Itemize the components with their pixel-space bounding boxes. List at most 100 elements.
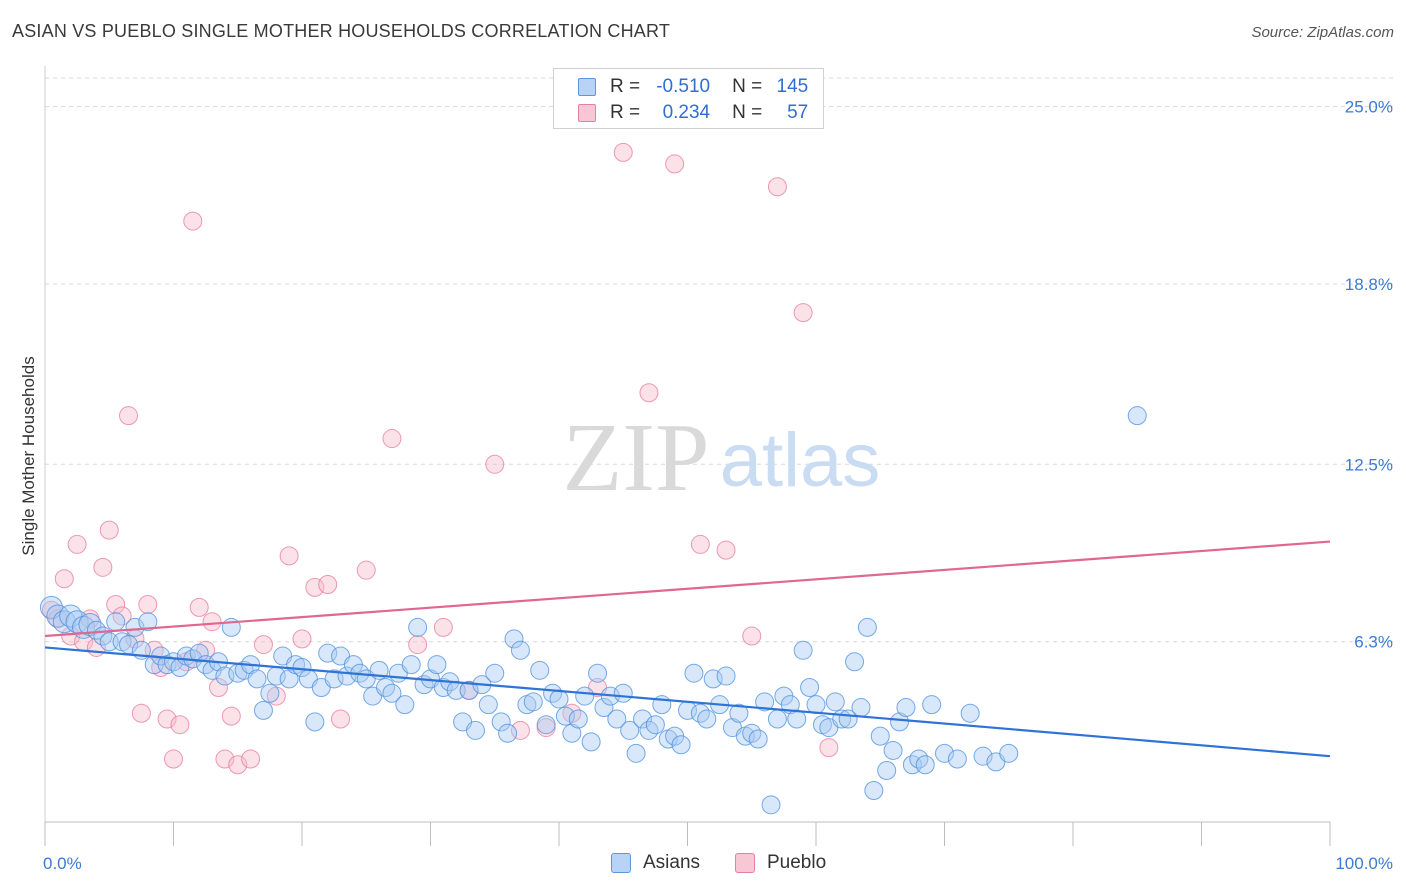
asian-point xyxy=(536,715,556,735)
pueblo-point xyxy=(819,738,839,758)
pueblo-point xyxy=(408,635,428,655)
pueblo-points xyxy=(41,142,839,775)
asian-point xyxy=(408,617,428,637)
asian-trend-line xyxy=(44,646,1331,758)
pueblo-point xyxy=(639,383,659,403)
asian-point xyxy=(915,755,935,775)
asian-point xyxy=(633,709,653,729)
asian-point xyxy=(626,743,646,763)
asian-point xyxy=(125,617,145,637)
asian-point xyxy=(645,715,665,735)
asian-point xyxy=(530,660,550,680)
y-axis-label: Single Mother Households xyxy=(19,356,38,556)
asian-point xyxy=(748,729,768,749)
asian-point xyxy=(800,678,820,698)
asian-point xyxy=(478,695,498,715)
asian-point xyxy=(189,643,209,663)
pueblo-point xyxy=(356,560,376,580)
asian-point xyxy=(620,720,640,740)
asian-point xyxy=(562,723,582,743)
asians-swatch xyxy=(578,78,596,96)
pueblo-point xyxy=(767,177,787,197)
pueblo-point xyxy=(665,154,685,174)
asian-point xyxy=(575,686,595,706)
asian-point xyxy=(960,703,980,723)
n-label: N = xyxy=(732,76,763,97)
pueblo-point xyxy=(215,749,235,769)
pueblo-point xyxy=(318,574,338,594)
pueblo-point xyxy=(716,540,736,560)
trend-lines xyxy=(44,540,1331,758)
pueblo-point xyxy=(241,749,261,769)
asian-point xyxy=(883,740,903,760)
axes xyxy=(44,66,1331,846)
pueblo-point xyxy=(485,454,505,474)
legend-row-asians: R = -0.510 N = 145 xyxy=(578,75,808,99)
asian-point xyxy=(851,698,871,718)
asian-point xyxy=(498,723,518,743)
r-label: R = xyxy=(610,76,641,97)
pueblo-point xyxy=(613,142,633,162)
pueblo-point xyxy=(331,709,351,729)
asian-point xyxy=(260,683,280,703)
r-value: 0.234 xyxy=(662,102,711,123)
source-label: Source: ZipAtlas.com xyxy=(1251,24,1394,41)
asian-point xyxy=(864,781,884,801)
asian-point xyxy=(382,683,402,703)
asian-point xyxy=(845,652,865,672)
pueblo-point xyxy=(138,595,158,615)
n-label: N = xyxy=(732,102,763,123)
pueblo-point xyxy=(54,569,74,589)
pueblo-point xyxy=(157,709,177,729)
pueblo-point xyxy=(93,557,113,577)
y-tick-label: 12.5% xyxy=(1345,455,1393,474)
asian-point xyxy=(279,669,299,689)
pueblo-point xyxy=(253,635,273,655)
watermark: ZIP atlas xyxy=(563,404,881,512)
asians-legend-label: Asians xyxy=(643,852,701,873)
watermark-zip: ZIP xyxy=(563,404,710,512)
pueblo-point xyxy=(433,617,453,637)
asian-point xyxy=(401,655,421,675)
asian-point xyxy=(459,680,479,700)
r-value: -0.510 xyxy=(656,76,711,97)
asian-point xyxy=(247,669,267,689)
y-tick-label: 18.8% xyxy=(1345,275,1393,294)
asians-legend-swatch xyxy=(611,853,631,873)
pueblo-point xyxy=(221,706,241,726)
pueblo-point xyxy=(292,629,312,649)
asian-point xyxy=(1127,406,1147,426)
pueblo-point xyxy=(99,520,119,540)
asian-point xyxy=(857,617,877,637)
pueblo-point xyxy=(202,612,222,632)
asian-point xyxy=(491,712,511,732)
asian-point xyxy=(427,655,447,675)
asian-point xyxy=(253,700,273,720)
asian-point xyxy=(594,698,614,718)
pueblo-point xyxy=(183,211,203,231)
asian-point xyxy=(793,640,813,660)
legend-row-pueblo: R = 0.234 N = 57 xyxy=(578,101,808,125)
asian-point xyxy=(138,612,158,632)
asian-point xyxy=(485,663,505,683)
asian-point xyxy=(549,689,569,709)
asian-point xyxy=(106,612,126,632)
asian-point xyxy=(755,692,775,712)
asian-point xyxy=(318,643,338,663)
asian-point xyxy=(684,663,704,683)
asian-point xyxy=(504,629,524,649)
asian-point xyxy=(806,695,826,715)
asian-point xyxy=(896,698,916,718)
pueblo-point xyxy=(67,534,87,554)
asian-point xyxy=(568,709,588,729)
asian-point xyxy=(973,746,993,766)
pueblo-trend-line xyxy=(44,540,1331,638)
asian-point xyxy=(588,663,608,683)
asian-point xyxy=(465,720,485,740)
asian-point xyxy=(324,669,344,689)
correlation-legend: R = -0.510 N = 145 R = 0.234 N = 57 xyxy=(553,68,824,129)
pueblo-point xyxy=(106,595,126,615)
asian-point xyxy=(761,795,781,815)
asian-point xyxy=(935,743,954,763)
